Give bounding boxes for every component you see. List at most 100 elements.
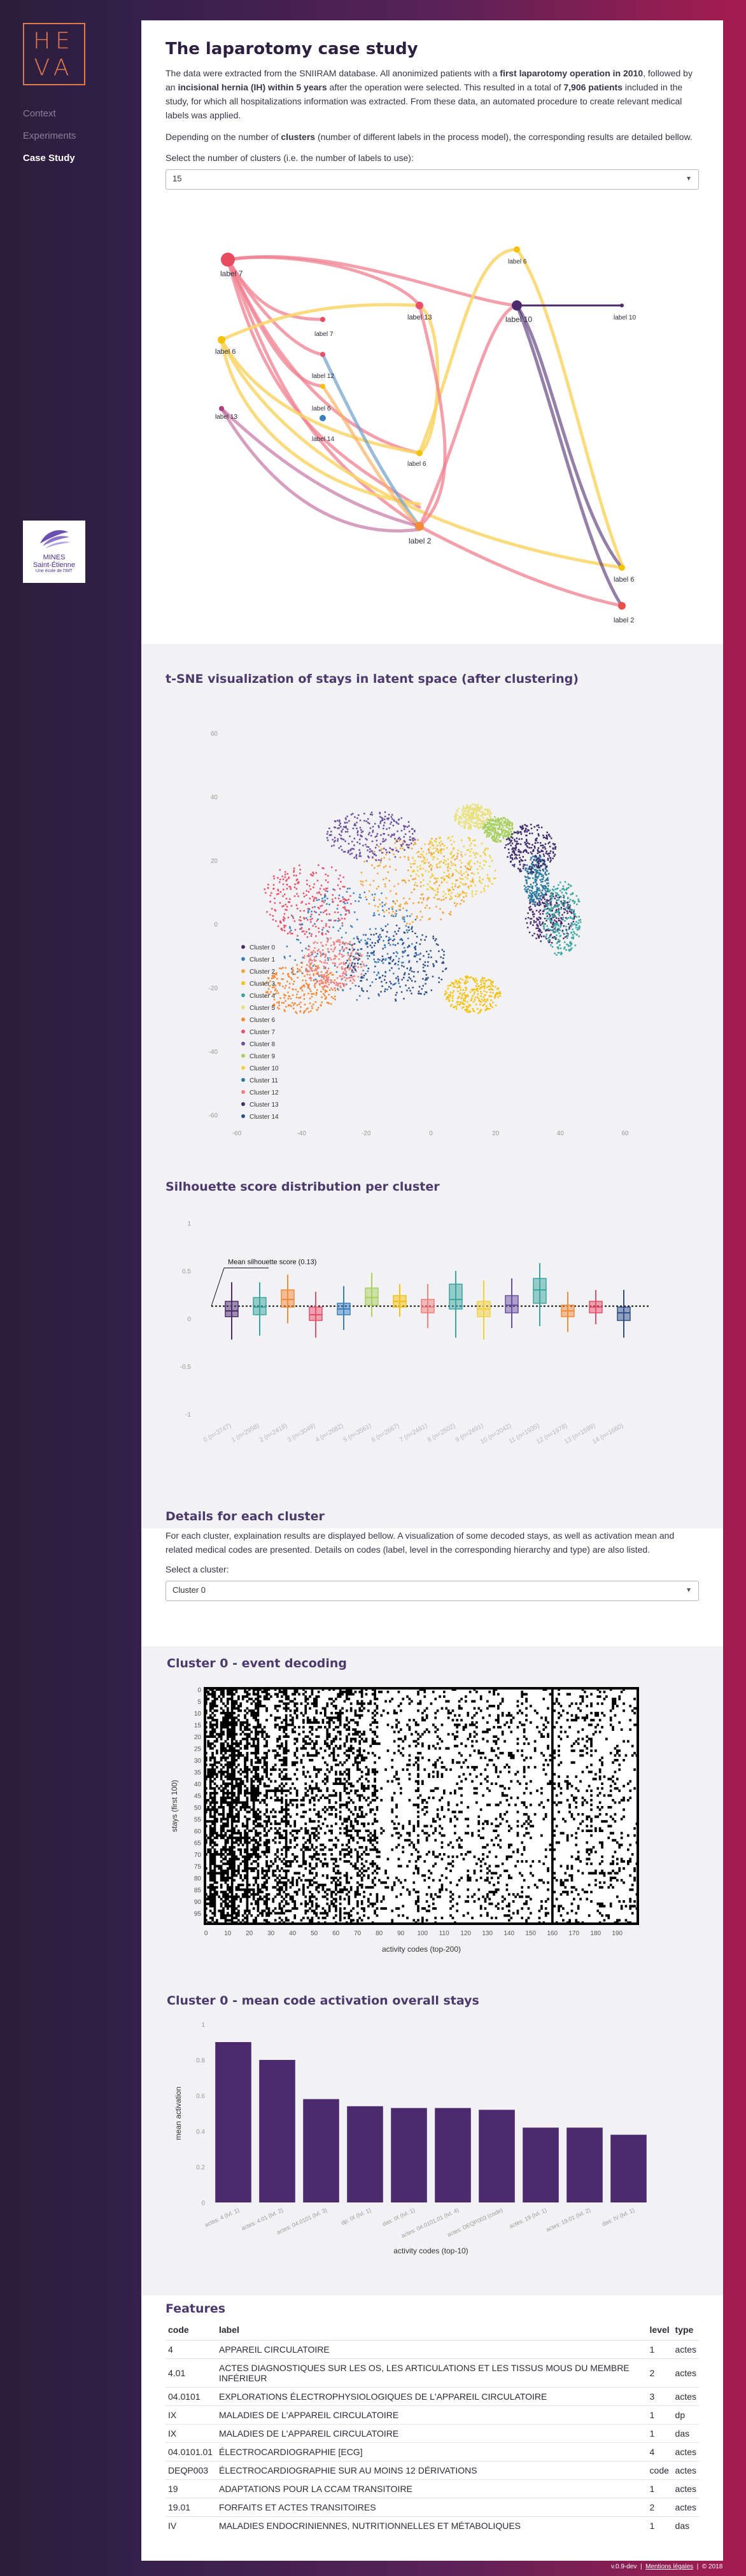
node[interactable]: [416, 302, 423, 309]
tsne-point: [494, 995, 496, 998]
heatmap-cell: [456, 1726, 459, 1729]
tsne-point: [342, 989, 344, 991]
node[interactable]: [219, 406, 224, 411]
tsne-point: [338, 894, 341, 897]
node[interactable]: [618, 602, 626, 610]
heatmap-cell: [544, 1719, 547, 1722]
heatmap-cell: [337, 1714, 340, 1717]
heatmap-cell: [207, 1716, 210, 1719]
tsne-point: [493, 831, 496, 834]
tsne-point: [399, 906, 402, 907]
tsne-point: [484, 994, 486, 997]
tsne-point: [485, 1005, 488, 1007]
heatmap-cell: [586, 1714, 589, 1717]
tsne-point: [451, 1000, 454, 1002]
tsne-point: [277, 1007, 279, 1009]
node[interactable]: [415, 522, 424, 531]
tsne-point: [320, 971, 323, 973]
tsne-point: [551, 942, 553, 944]
tsne-point: [333, 981, 335, 983]
tsne-point: [398, 982, 400, 984]
tsne-point: [306, 917, 307, 920]
tsne-point: [419, 993, 421, 995]
tsne-point: [408, 844, 411, 846]
heatmap-cell: [475, 1726, 478, 1729]
tsne-point: [334, 911, 336, 913]
sidebar-item-context[interactable]: Context: [23, 108, 56, 119]
tsne-point: [365, 896, 367, 899]
sidebar-item-experiments[interactable]: Experiments: [23, 130, 76, 141]
heatmap-cell: [274, 1688, 277, 1691]
heatmap-cell: [250, 1712, 253, 1714]
node[interactable]: [320, 352, 325, 357]
tsne-point: [498, 836, 500, 838]
tsne-point: [292, 994, 294, 997]
tsne-point: [536, 862, 538, 864]
node[interactable]: [320, 415, 326, 421]
heatmap-cell: [488, 1714, 491, 1717]
node[interactable]: [320, 317, 325, 322]
tsne-point: [306, 964, 308, 966]
heatmap-cell: [363, 1707, 365, 1710]
tsne-point: [322, 927, 325, 929]
tsne-point: [358, 896, 360, 899]
tsne-point: [337, 838, 339, 840]
tsne-point: [477, 815, 479, 817]
tsne-point: [486, 831, 488, 834]
tsne-point: [461, 892, 463, 894]
tsne-point: [305, 982, 307, 984]
tsne-point: [278, 992, 279, 994]
tsne-point: [476, 806, 479, 808]
node[interactable]: [221, 253, 235, 267]
process-model-graph[interactable]: label 7 label 6 label 13 label 12 label …: [141, 224, 723, 663]
node[interactable]: [218, 336, 225, 344]
sidebar-item-case-study[interactable]: Case Study: [23, 153, 75, 164]
legend-label: Cluster 4: [250, 993, 275, 1000]
event-decoding-heatmap[interactable]: 0 10 20 30 40 50 60 70 80 90 100 110 120 130 140 150 160…: [141, 1682, 723, 1962]
node[interactable]: [514, 246, 520, 253]
tsne-point: [342, 963, 345, 965]
tsne-point: [316, 892, 318, 894]
tsne-point: [349, 943, 351, 946]
cluster-select[interactable]: Cluster 0 ▾: [165, 1581, 699, 1601]
heatmap-cell: [551, 1700, 554, 1703]
mines-saint-etienne-logo[interactable]: MINES Saint-Étienne Une école de l'IMT: [23, 521, 85, 583]
tsne-point: [505, 838, 508, 841]
tsne-point: [493, 835, 495, 837]
heva-logo[interactable]: HE VA: [23, 23, 85, 85]
cluster-count-select[interactable]: 15 ▾: [165, 169, 699, 190]
tsne-point: [333, 844, 335, 846]
node[interactable]: [512, 300, 522, 311]
tsne-point: [360, 948, 363, 950]
tsne-point: [527, 885, 529, 888]
heatmap-cell: [315, 1695, 318, 1698]
heatmap-cell: [320, 1712, 322, 1714]
heatmap-cell: [508, 1714, 510, 1717]
heatmap-cell: [473, 1723, 476, 1726]
tsne-point: [464, 1009, 467, 1011]
node[interactable]: [320, 384, 325, 389]
tsne-point: [467, 814, 470, 816]
node[interactable]: [416, 450, 423, 456]
node[interactable]: [620, 304, 624, 307]
tsne-point: [519, 864, 521, 865]
tsne-point: [538, 862, 540, 865]
tsne-point: [533, 864, 535, 866]
tsne-point: [389, 962, 391, 965]
tsne-point: [448, 1000, 451, 1002]
tsne-point: [530, 823, 532, 826]
tsne-point: [397, 980, 400, 982]
tsne-point: [460, 870, 462, 872]
node[interactable]: [619, 564, 625, 571]
heatmap-cell: [222, 1709, 225, 1712]
tsne-point: [277, 888, 279, 891]
heatmap-cell: [471, 1700, 474, 1703]
heatmap-cell: [605, 1695, 608, 1698]
tsne-point: [551, 915, 554, 918]
tsne-point: [495, 818, 497, 820]
tsne-point: [326, 837, 328, 839]
tsne-point: [388, 937, 390, 939]
tsne-point: [577, 898, 579, 900]
